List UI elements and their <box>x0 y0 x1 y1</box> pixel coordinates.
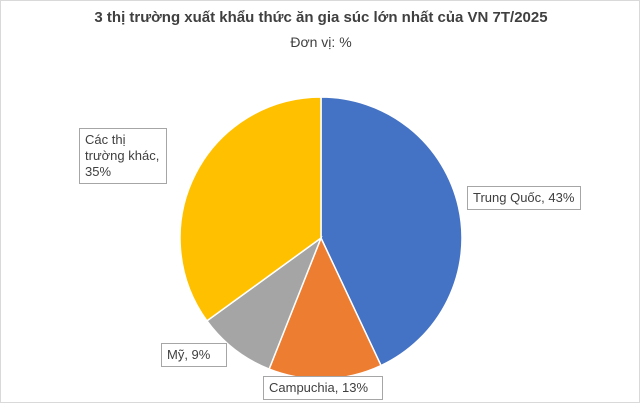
chart-subtitle: Đơn vị: % <box>290 34 352 50</box>
data-label: Mỹ, 9% <box>161 343 227 367</box>
data-label: Trung Quốc, 43% <box>467 186 581 210</box>
pie-slice <box>179 96 322 322</box>
data-label: Các thị trường khác, 35% <box>79 128 167 184</box>
pie-slice <box>320 96 463 367</box>
data-label: Campuchia, 13% <box>263 376 383 400</box>
pie-slice <box>205 235 323 371</box>
chart-title: 3 thị trường xuất khẩu thức ăn gia súc l… <box>94 9 548 26</box>
